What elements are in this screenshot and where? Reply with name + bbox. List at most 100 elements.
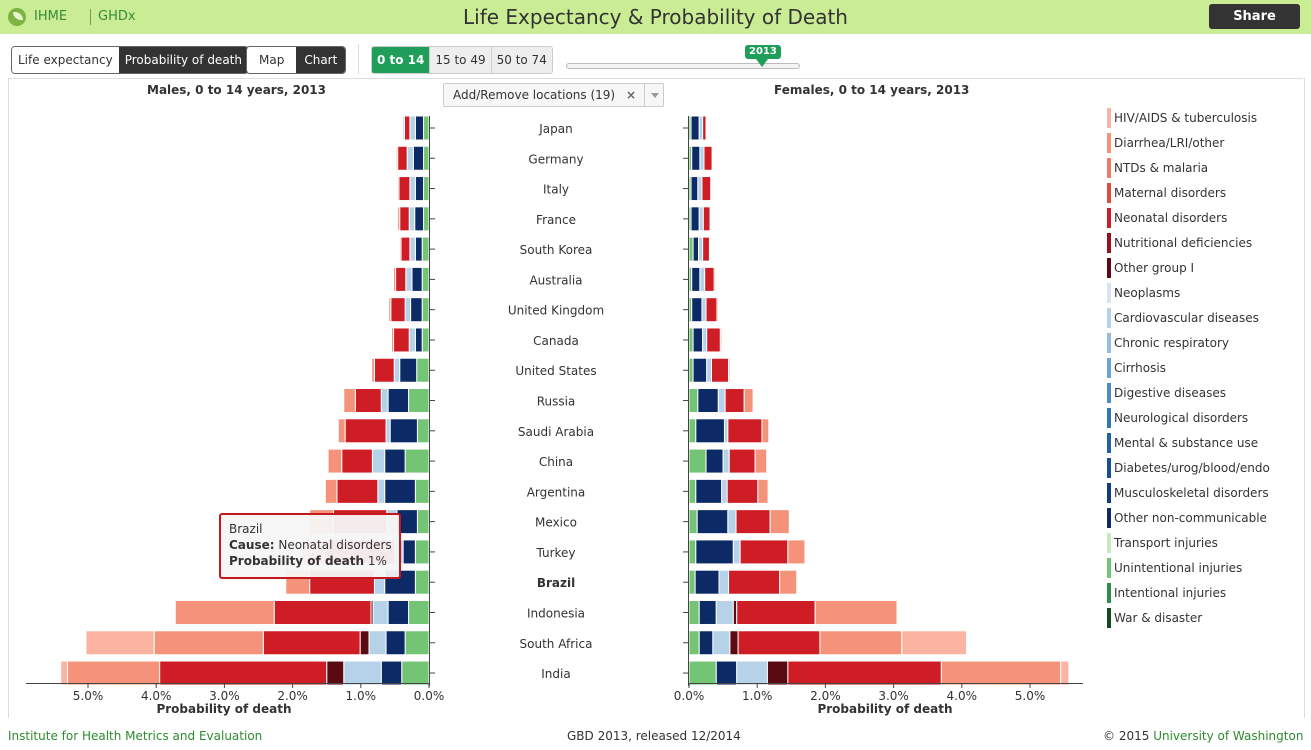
x-axis-label: Probability of death <box>817 702 952 716</box>
bar-segment <box>85 630 155 656</box>
bar-segment <box>384 478 416 504</box>
bar-segment <box>688 630 700 656</box>
tab-chart[interactable]: Chart <box>296 47 346 73</box>
x-tick-label: 4.0% <box>141 689 172 703</box>
bar-segment <box>273 599 372 625</box>
legend-item[interactable]: Diabetes/urog/blood/endo <box>1107 458 1297 478</box>
year-slider-handle[interactable] <box>756 59 768 67</box>
age-15-49-button[interactable]: 15 to 49 <box>429 47 491 73</box>
legend-item[interactable]: HIV/AIDS & tuberculosis <box>1107 108 1297 128</box>
bar-segment <box>688 418 697 444</box>
share-button[interactable]: Share <box>1209 4 1300 29</box>
legend-label: Neurological disorders <box>1114 411 1249 425</box>
legend-label: Intentional injuries <box>1114 586 1227 600</box>
legend-item[interactable]: Transport injuries <box>1107 533 1297 553</box>
bar-segment <box>688 236 694 262</box>
bar-segment <box>694 569 720 595</box>
bar-segment <box>390 297 406 323</box>
legend-item[interactable]: Other non-communicable <box>1107 508 1297 528</box>
bar-segment <box>732 539 741 565</box>
legend-swatch <box>1107 383 1111 403</box>
location-label: Italy <box>543 183 569 197</box>
legend-swatch <box>1107 433 1111 453</box>
legend-item[interactable]: Maternal disorders <box>1107 183 1297 203</box>
clear-locations-icon[interactable]: × <box>626 88 637 102</box>
locations-select[interactable]: Add/Remove locations (19) × <box>443 83 664 107</box>
bar-segment <box>402 539 416 565</box>
legend-item[interactable]: NTDs & malaria <box>1107 158 1297 178</box>
tooltip-prob-label: Probability of death <box>229 554 365 568</box>
bar-segment <box>395 266 407 292</box>
legend-label: Unintentional injuries <box>1114 561 1243 575</box>
bar-segment <box>691 266 701 292</box>
legend-item[interactable]: Chronic respiratory <box>1107 333 1297 353</box>
chevron-down-icon[interactable] <box>644 84 664 106</box>
bar-segment <box>736 599 816 625</box>
ihme-link[interactable]: IHME <box>34 9 68 24</box>
bar-segment <box>393 266 397 292</box>
location-label: Canada <box>533 334 579 348</box>
legend-item[interactable]: Intentional injuries <box>1107 583 1297 603</box>
legend-item[interactable]: Neurological disorders <box>1107 408 1297 428</box>
legend-label: Mental & substance use <box>1114 436 1259 450</box>
location-label: Turkey <box>535 546 575 560</box>
tab-probability-of-death[interactable]: Probability of death <box>118 47 248 73</box>
bar-segment <box>819 630 903 656</box>
legend-item[interactable]: Other group I <box>1107 258 1297 278</box>
legend-label: Cirrhosis <box>1114 361 1166 375</box>
bar-segment <box>724 388 745 414</box>
bar-segment <box>701 176 712 202</box>
bar-segment <box>713 266 717 292</box>
legend-item[interactable]: Neoplasms <box>1107 283 1297 303</box>
bar-segment <box>409 115 416 141</box>
bar-segment <box>695 418 725 444</box>
bar-segment <box>414 539 430 565</box>
bar-segment <box>688 327 694 353</box>
legend-label: Neonatal disorders <box>1114 211 1228 225</box>
bar-segment <box>688 509 698 535</box>
x-tick-label: 5.0% <box>73 689 104 703</box>
age-50-74-button[interactable]: 50 to 74 <box>490 47 552 73</box>
location-label: United States <box>515 364 596 378</box>
bar-segment <box>380 388 389 414</box>
ihme-logo-icon[interactable] <box>8 8 26 26</box>
legend-item[interactable]: Diarrhea/LRI/other <box>1107 133 1297 153</box>
tab-life-expectancy[interactable]: Life expectancy <box>12 47 119 73</box>
year-slider-track[interactable] <box>566 63 800 69</box>
legend-item[interactable]: War & disaster <box>1107 608 1297 628</box>
legend-item[interactable]: Cirrhosis <box>1107 358 1297 378</box>
location-label: Saudi Arabia <box>518 425 594 439</box>
bar-segment <box>387 388 410 414</box>
footer-uw-link[interactable]: University of Washington <box>1153 729 1304 743</box>
legend-item[interactable]: Cardiovascular diseases <box>1107 308 1297 328</box>
tooltip-cause-value: Neonatal disorders <box>278 538 392 552</box>
legend-item[interactable]: Unintentional injuries <box>1107 558 1297 578</box>
location-label: Brazil <box>537 576 575 590</box>
footer-ihme-link[interactable]: Institute for Health Metrics and Evaluat… <box>8 729 263 743</box>
legend-item[interactable]: Musculoskeletal disorders <box>1107 483 1297 503</box>
bar-segment <box>423 115 430 141</box>
legend-item[interactable]: Nutritional deficiencies <box>1107 233 1297 253</box>
bar-segment <box>393 357 401 383</box>
legend-label: NTDs & malaria <box>1114 161 1209 175</box>
bar-segment <box>710 176 713 202</box>
bar-segment <box>690 115 700 141</box>
x-tick-label: 3.0% <box>209 689 240 703</box>
tab-map[interactable]: Map <box>247 47 297 73</box>
age-0-14-button[interactable]: 0 to 14 <box>372 47 430 73</box>
bar-segment <box>739 539 789 565</box>
legend-item[interactable]: Digestive diseases <box>1107 383 1297 403</box>
ghdx-link[interactable]: GHDx <box>98 9 136 24</box>
x-tick-label: 4.0% <box>947 689 978 703</box>
legend-item[interactable]: Neonatal disorders <box>1107 208 1297 228</box>
legend-swatch <box>1107 533 1111 553</box>
bar-segment <box>397 176 400 202</box>
bar-segment <box>736 660 768 686</box>
legend-label: HIV/AIDS & tuberculosis <box>1114 111 1258 125</box>
bar-segment <box>702 236 710 262</box>
legend-item[interactable]: Mental & substance use <box>1107 433 1297 453</box>
bar-segment <box>423 206 430 232</box>
bar-segment <box>423 176 430 202</box>
bar-segment <box>368 630 387 656</box>
location-label: Germany <box>528 152 583 166</box>
